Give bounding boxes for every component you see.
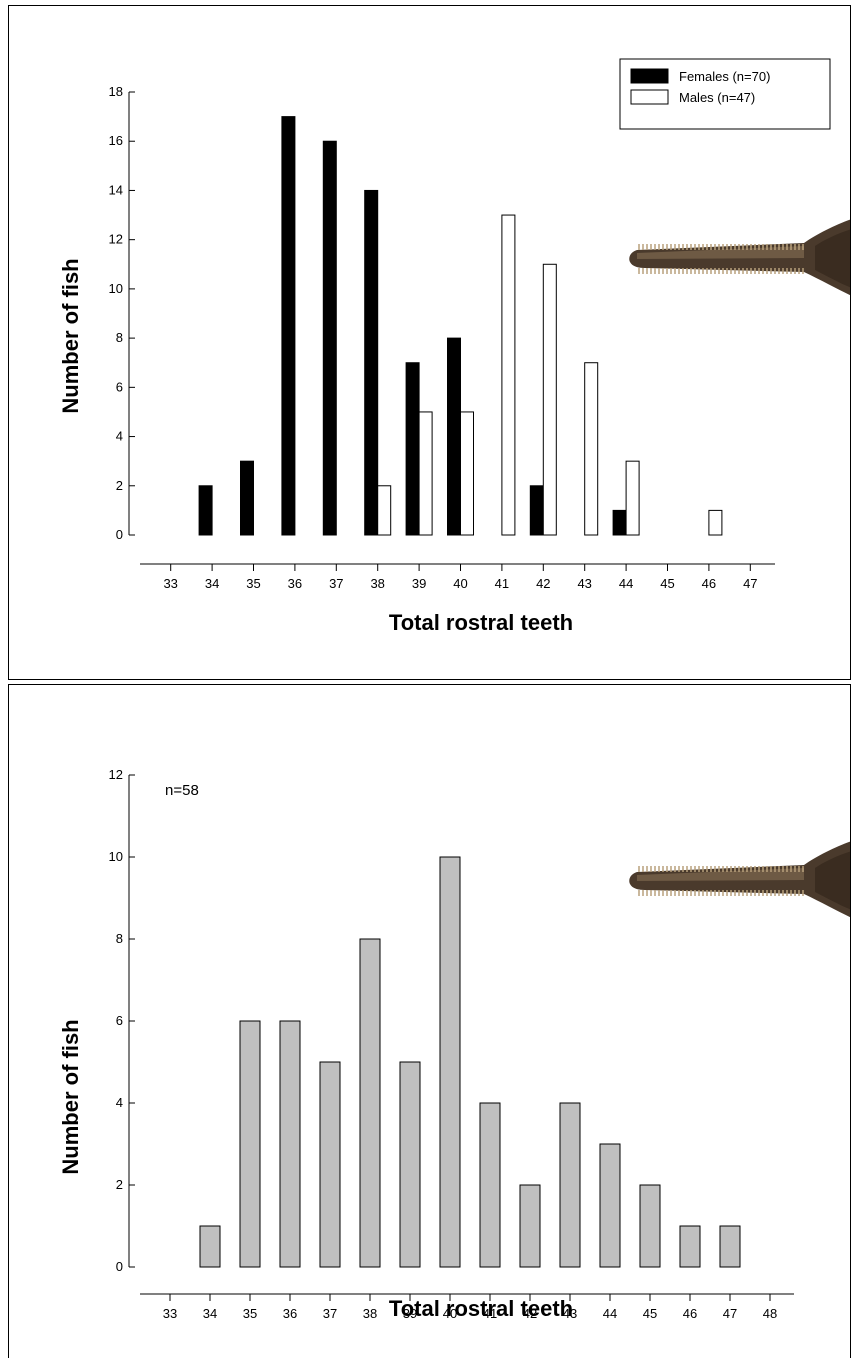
legend-label-females: Females (n=70) bbox=[679, 69, 770, 84]
bar-count-37 bbox=[319, 1061, 341, 1268]
y-tick-label: 8 bbox=[116, 330, 123, 345]
bottom-chart-panel: n=58 Number of fish Total rostral teeth … bbox=[8, 684, 851, 1358]
x-tick-label: 37 bbox=[329, 576, 343, 591]
x-tick-label: 39 bbox=[403, 1306, 417, 1321]
bar-males-38 bbox=[377, 485, 392, 536]
bar-count-41 bbox=[479, 1102, 501, 1268]
bar-females-36 bbox=[281, 116, 296, 536]
bar-males-40 bbox=[460, 411, 474, 536]
bar-count-36 bbox=[279, 1020, 301, 1268]
x-tick-label: 36 bbox=[283, 1306, 297, 1321]
y-tick-label: 2 bbox=[116, 1177, 123, 1192]
y-tick-label: 10 bbox=[109, 849, 123, 864]
y-tick-label: 12 bbox=[109, 232, 123, 247]
bar-females-38 bbox=[364, 189, 379, 536]
y-tick-label: 6 bbox=[116, 379, 123, 394]
bar-males-39 bbox=[418, 411, 433, 536]
x-tick-label: 45 bbox=[643, 1306, 657, 1321]
y-tick-label: 8 bbox=[116, 931, 123, 946]
x-tick-label: 33 bbox=[163, 576, 177, 591]
y-tick-label: 10 bbox=[109, 281, 123, 296]
bar-males-44 bbox=[625, 460, 640, 536]
x-axis-title: Total rostral teeth bbox=[389, 610, 573, 635]
x-tick-label: 42 bbox=[536, 576, 550, 591]
x-tick-label: 40 bbox=[453, 576, 467, 591]
sawfish-rostrum-photo bbox=[629, 219, 850, 296]
x-tick-label: 39 bbox=[412, 576, 426, 591]
x-axis-title: Total rostral teeth bbox=[389, 1296, 573, 1321]
bar-females-40 bbox=[447, 337, 461, 536]
y-tick-label: 6 bbox=[116, 1013, 123, 1028]
bar-count-35 bbox=[239, 1020, 261, 1268]
x-tick-label: 46 bbox=[702, 576, 716, 591]
x-tick-label: 37 bbox=[323, 1306, 337, 1321]
y-tick-label: 0 bbox=[116, 527, 123, 542]
bar-females-35 bbox=[240, 460, 254, 536]
y-axis-title: Number of fish bbox=[58, 1019, 83, 1174]
bar-count-47 bbox=[719, 1225, 741, 1268]
x-tick-label: 35 bbox=[246, 576, 260, 591]
top-chart: Number of fish Total rostral teeth Femal… bbox=[58, 58, 850, 635]
bottom-chart: n=58 Number of fish Total rostral teeth … bbox=[58, 767, 850, 1321]
bar-males-46 bbox=[708, 509, 723, 536]
legend-label-males: Males (n=47) bbox=[679, 90, 755, 105]
x-tick-label: 41 bbox=[495, 576, 509, 591]
sawfish-rostrum-photo bbox=[629, 841, 850, 918]
x-tick-label: 35 bbox=[243, 1306, 257, 1321]
x-tick-label: 34 bbox=[203, 1306, 217, 1321]
bar-females-42 bbox=[529, 485, 544, 536]
x-tick-label: 42 bbox=[523, 1306, 537, 1321]
bar-females-34 bbox=[198, 485, 213, 536]
x-tick-label: 38 bbox=[370, 576, 384, 591]
y-axis-title: Number of fish bbox=[58, 258, 83, 413]
x-tick-label: 47 bbox=[743, 576, 757, 591]
x-tick-label: 36 bbox=[288, 576, 302, 591]
bar-count-42 bbox=[519, 1184, 541, 1268]
legend-swatch-females bbox=[630, 68, 669, 84]
y-tick-label: 18 bbox=[109, 84, 123, 99]
x-tick-label: 41 bbox=[483, 1306, 497, 1321]
bar-count-39 bbox=[399, 1061, 421, 1268]
x-tick-label: 38 bbox=[363, 1306, 377, 1321]
y-tick-label: 4 bbox=[116, 1095, 123, 1110]
top-chart-panel: Number of fish Total rostral teeth Femal… bbox=[8, 5, 851, 680]
y-tick-label: 0 bbox=[116, 1259, 123, 1274]
x-tick-label: 43 bbox=[563, 1306, 577, 1321]
bar-females-39 bbox=[405, 362, 420, 536]
x-tick-label: 40 bbox=[443, 1306, 457, 1321]
sample-size-annotation: n=58 bbox=[165, 782, 199, 799]
x-tick-label: 47 bbox=[723, 1306, 737, 1321]
bar-count-45 bbox=[639, 1184, 661, 1268]
bar-females-37 bbox=[322, 140, 337, 536]
legend: Females (n=70) Males (n=47) bbox=[619, 58, 831, 130]
x-tick-label: 43 bbox=[577, 576, 591, 591]
bar-count-34 bbox=[199, 1225, 221, 1268]
y-tick-label: 12 bbox=[109, 767, 123, 782]
legend-swatch-males bbox=[630, 89, 669, 105]
bar-males-41 bbox=[501, 214, 516, 536]
y-tick-label: 2 bbox=[116, 478, 123, 493]
x-tick-label: 48 bbox=[763, 1306, 777, 1321]
y-tick-label: 4 bbox=[116, 429, 123, 444]
bar-count-46 bbox=[679, 1225, 701, 1268]
y-tick-label: 14 bbox=[109, 182, 123, 197]
bar-males-43 bbox=[584, 362, 599, 536]
x-tick-label: 33 bbox=[163, 1306, 177, 1321]
x-tick-label: 46 bbox=[683, 1306, 697, 1321]
bar-count-40 bbox=[439, 856, 461, 1268]
bar-count-38 bbox=[359, 938, 381, 1268]
x-tick-label: 45 bbox=[660, 576, 674, 591]
bar-males-42 bbox=[542, 263, 557, 536]
bar-count-44 bbox=[599, 1143, 621, 1268]
bar-count-43 bbox=[559, 1102, 581, 1268]
x-tick-label: 44 bbox=[619, 576, 633, 591]
x-tick-label: 44 bbox=[603, 1306, 617, 1321]
x-tick-label: 34 bbox=[205, 576, 219, 591]
y-tick-label: 16 bbox=[109, 133, 123, 148]
bar-females-44 bbox=[612, 509, 627, 536]
